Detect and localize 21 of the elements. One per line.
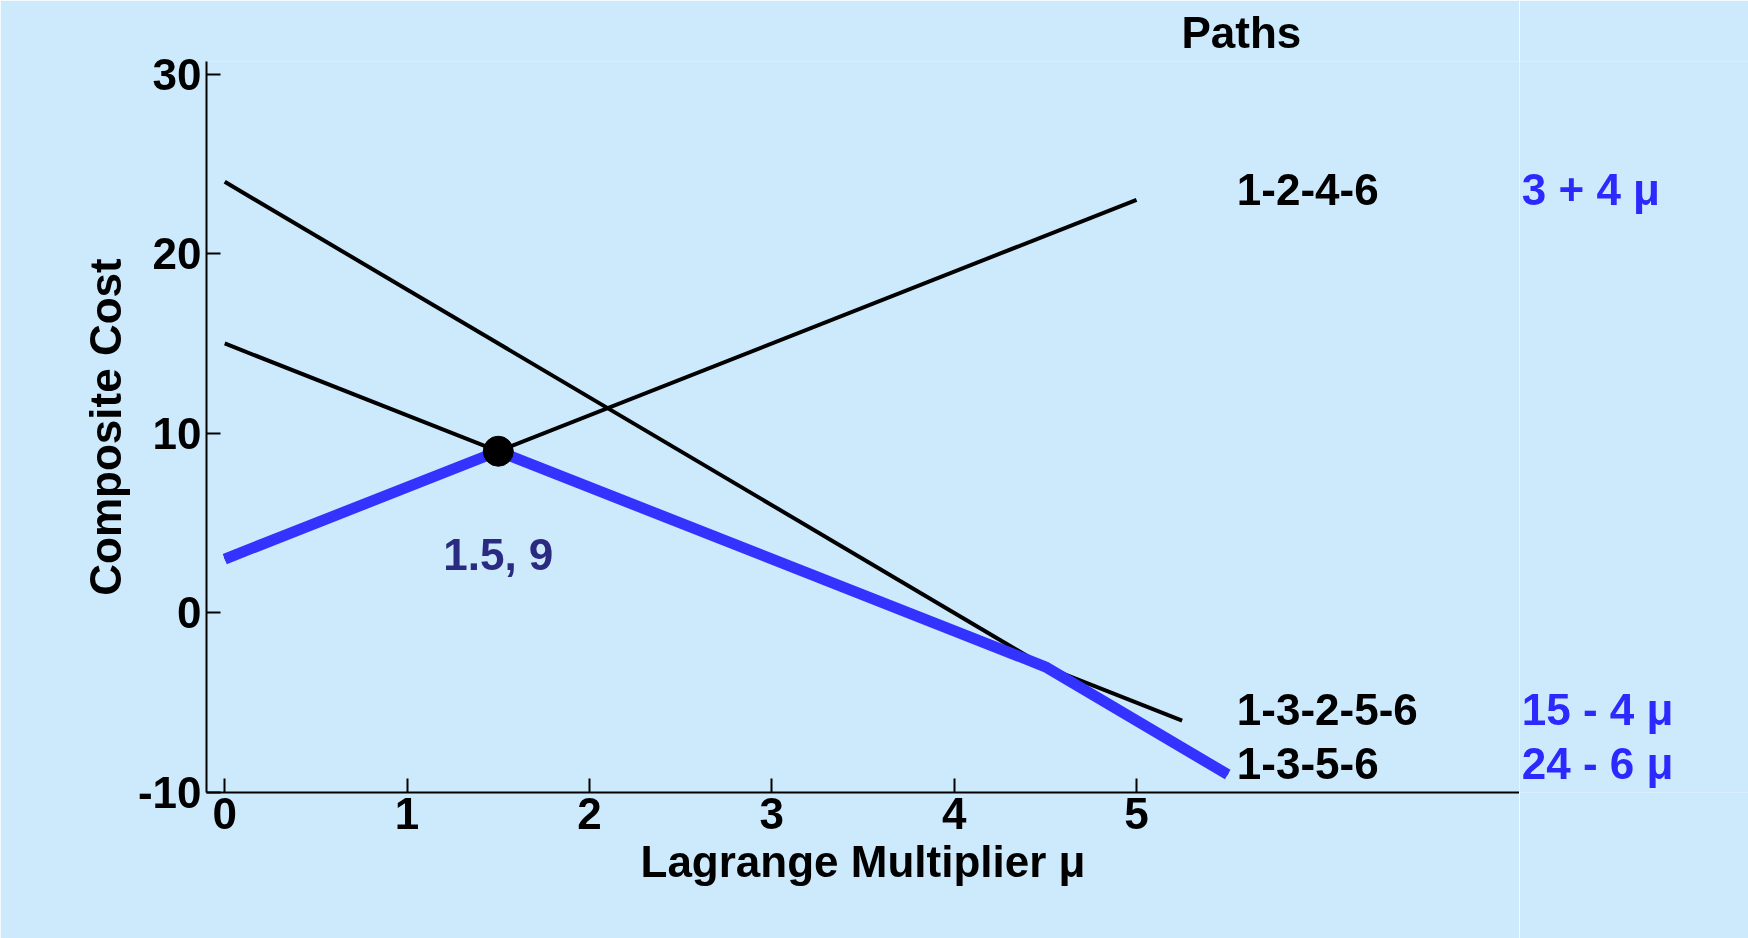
- text: Paths: [1181, 7, 1302, 57]
- x-tick-label: 5: [1124, 788, 1149, 838]
- y-tick-label: -10: [137, 768, 202, 817]
- x-tick-label: 2: [577, 788, 602, 838]
- y-tick-label: 20: [152, 229, 202, 279]
- x-tick-label: 0: [212, 788, 237, 838]
- series-label: 1-3-5-6: [1236, 739, 1379, 789]
- y-tick-label: 10: [152, 408, 202, 458]
- y-axis-title: Composite Cost: [80, 257, 130, 596]
- text: 24 - 6 μ: [1521, 739, 1674, 789]
- x-tick-label: 3: [759, 788, 785, 838]
- y-tick-label: 0: [177, 588, 202, 638]
- annotation: 1.5, 9: [443, 529, 554, 579]
- series-label: 1-3-2-5-6: [1236, 685, 1418, 735]
- x-axis-title: Lagrange Multiplier μ: [640, 836, 1086, 886]
- x-tick-label: 1: [394, 788, 420, 838]
- text: 1-2-4-6: [1236, 164, 1379, 214]
- x-tick-label: 4: [941, 788, 967, 838]
- text: 15 - 4 μ: [1521, 685, 1674, 735]
- text: 3 + 4 μ: [1521, 164, 1661, 214]
- y-tick-label: 30: [152, 49, 202, 99]
